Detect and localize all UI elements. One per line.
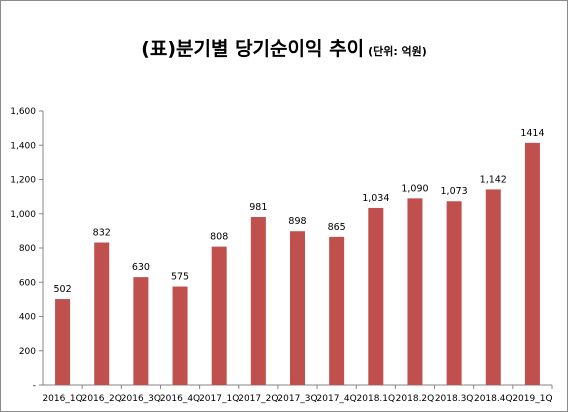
bar — [407, 198, 423, 385]
bar — [172, 286, 188, 385]
data-label: 981 — [249, 202, 267, 213]
bar — [133, 277, 149, 385]
data-label: 1,034 — [362, 193, 389, 204]
bar — [524, 142, 540, 385]
data-label: 1,142 — [480, 174, 507, 185]
y-tick-label: 800 — [19, 244, 36, 254]
chart-title: (표)분기별 당기순이익 추이 (단위: 억원) — [1, 34, 567, 61]
chart-title-unit: (단위: 억원) — [368, 45, 427, 58]
bar — [211, 246, 227, 385]
y-tick-label: 400 — [19, 313, 36, 323]
chart-title-main: (표)분기별 당기순이익 추이 — [141, 38, 365, 60]
x-tick-label: 2017_1Q — [199, 394, 239, 404]
data-label: 1414 — [520, 128, 544, 139]
bar — [94, 242, 110, 385]
x-tick-label: 2017_2Q — [238, 394, 278, 404]
bar — [250, 217, 266, 385]
y-tick-label: 600 — [19, 278, 36, 288]
y-tick-label: 1,200 — [10, 176, 36, 186]
y-tick-label: 200 — [19, 347, 36, 357]
y-tick-label: 1,600 — [10, 107, 36, 117]
bar — [55, 299, 71, 385]
bar — [329, 236, 345, 385]
data-label: 1,073 — [441, 186, 468, 197]
y-tick-label: 1,000 — [10, 210, 36, 220]
data-label: 575 — [171, 272, 189, 283]
x-tick-label: 2016_2Q — [82, 394, 122, 404]
data-label: 630 — [132, 262, 150, 273]
x-tick-label: 2016_1Q — [42, 394, 82, 404]
x-tick-label: 2018.4Q — [474, 394, 513, 404]
x-tick-label: 2018.2Q — [396, 394, 435, 404]
data-label: 808 — [210, 232, 228, 243]
x-tick-label: 2016_3Q — [121, 394, 161, 404]
data-label: 502 — [54, 284, 72, 295]
data-label: 898 — [288, 216, 306, 227]
data-label: 865 — [328, 222, 346, 233]
x-tick-label: 2018.1Q — [357, 394, 396, 404]
x-tick-label: 2018.3Q — [435, 394, 474, 404]
x-tick-label: 2019_1Q — [512, 394, 552, 404]
data-label: 1,090 — [401, 183, 428, 194]
data-label: 832 — [93, 228, 111, 239]
y-tick-label: 1,400 — [10, 141, 36, 151]
bar — [290, 231, 305, 385]
bar — [485, 189, 501, 385]
x-tick-label: 2017_3Q — [277, 394, 317, 404]
bar — [368, 207, 384, 385]
bar — [446, 201, 462, 385]
y-tick-label: - — [33, 381, 36, 391]
x-tick-label: 2017_4Q — [317, 394, 357, 404]
x-tick-label: 2016_4Q — [160, 394, 200, 404]
